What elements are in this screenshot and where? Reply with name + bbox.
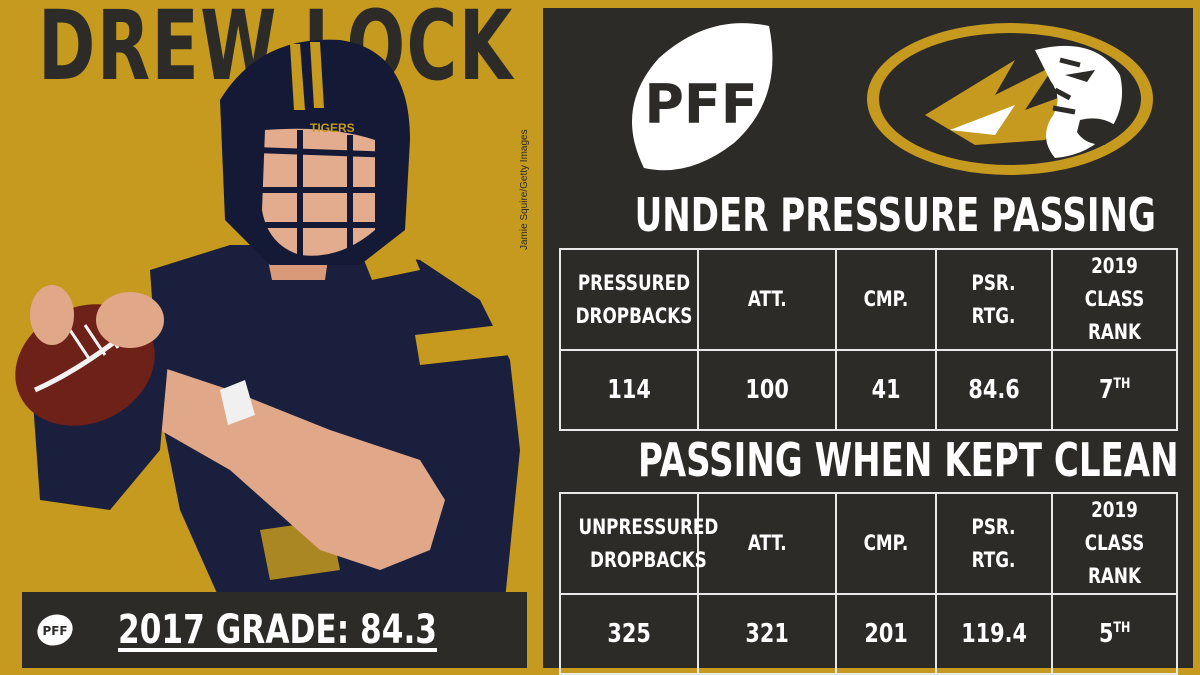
svg-text:PFF: PFF xyxy=(42,624,67,638)
svg-text:PFF: PFF xyxy=(644,73,757,136)
header-cell: 2019 CLASS RANK xyxy=(1051,248,1178,351)
header-cell: PSR. RTG. xyxy=(935,492,1053,595)
pff-small-logo: PFF xyxy=(37,614,73,646)
pff-logo: PFF xyxy=(632,23,773,171)
value-cell: 84.6 xyxy=(935,349,1053,431)
table-header-row: PRESSURED DROPBACKS ATT. CMP. PSR. RTG. … xyxy=(559,248,1178,351)
table-value-row: 325 321 201 119.4 5TH xyxy=(559,593,1178,675)
value-cell: 321 xyxy=(697,593,837,675)
grade-bar: PFF 2017 GRADE: 84.3 xyxy=(22,592,527,668)
value-cell: 7TH xyxy=(1051,349,1178,431)
value-cell: 114 xyxy=(559,349,699,431)
header-cell: CMP. xyxy=(835,248,937,351)
value-cell: 5TH xyxy=(1051,593,1178,675)
value-cell: 201 xyxy=(835,593,937,675)
value-cell: 41 xyxy=(835,349,937,431)
table-value-row: 114 100 41 84.6 7TH xyxy=(559,349,1178,431)
kept-clean-title: PASSING WHEN KEPT CLEAN xyxy=(637,433,1179,487)
value-cell: 100 xyxy=(697,349,837,431)
under-pressure-table: PRESSURED DROPBACKS ATT. CMP. PSR. RTG. … xyxy=(559,248,1178,431)
player-photo: TIGERS xyxy=(15,39,520,600)
header-cell: PRESSURED DROPBACKS xyxy=(559,248,699,351)
table-header-row: UNPRESSURED DROPBACKS ATT. CMP. PSR. RTG… xyxy=(559,492,1178,595)
value-cell: 119.4 xyxy=(935,593,1053,675)
photo-credit: Jamie Squire/Getty Images xyxy=(519,129,530,250)
value-cell: 325 xyxy=(559,593,699,675)
header-cell: ATT. xyxy=(697,248,837,351)
header-cell: UNPRESSURED DROPBACKS xyxy=(559,492,718,595)
player-panel: DREW LOCK TIGERS Jamie Squire/Getty Imag… xyxy=(0,0,536,675)
helmet-text: TIGERS xyxy=(310,121,355,135)
under-pressure-title: UNDER PRESSURE PASSING xyxy=(634,188,1156,242)
stats-panel: PFF UNDER PRESSURE PASSING PRESSURED DRO… xyxy=(543,8,1193,675)
kept-clean-table: UNPRESSURED DROPBACKS ATT. CMP. PSR. RTG… xyxy=(559,492,1178,675)
header-cell: CMP. xyxy=(835,492,937,595)
mizzou-tiger-logo xyxy=(867,23,1153,175)
grade-text: 2017 GRADE: 84.3 xyxy=(118,607,438,653)
header-cell: 2019 CLASS RANK xyxy=(1051,492,1178,595)
header-cell: ATT. xyxy=(697,492,837,595)
header-cell: PSR. RTG. xyxy=(935,248,1053,351)
